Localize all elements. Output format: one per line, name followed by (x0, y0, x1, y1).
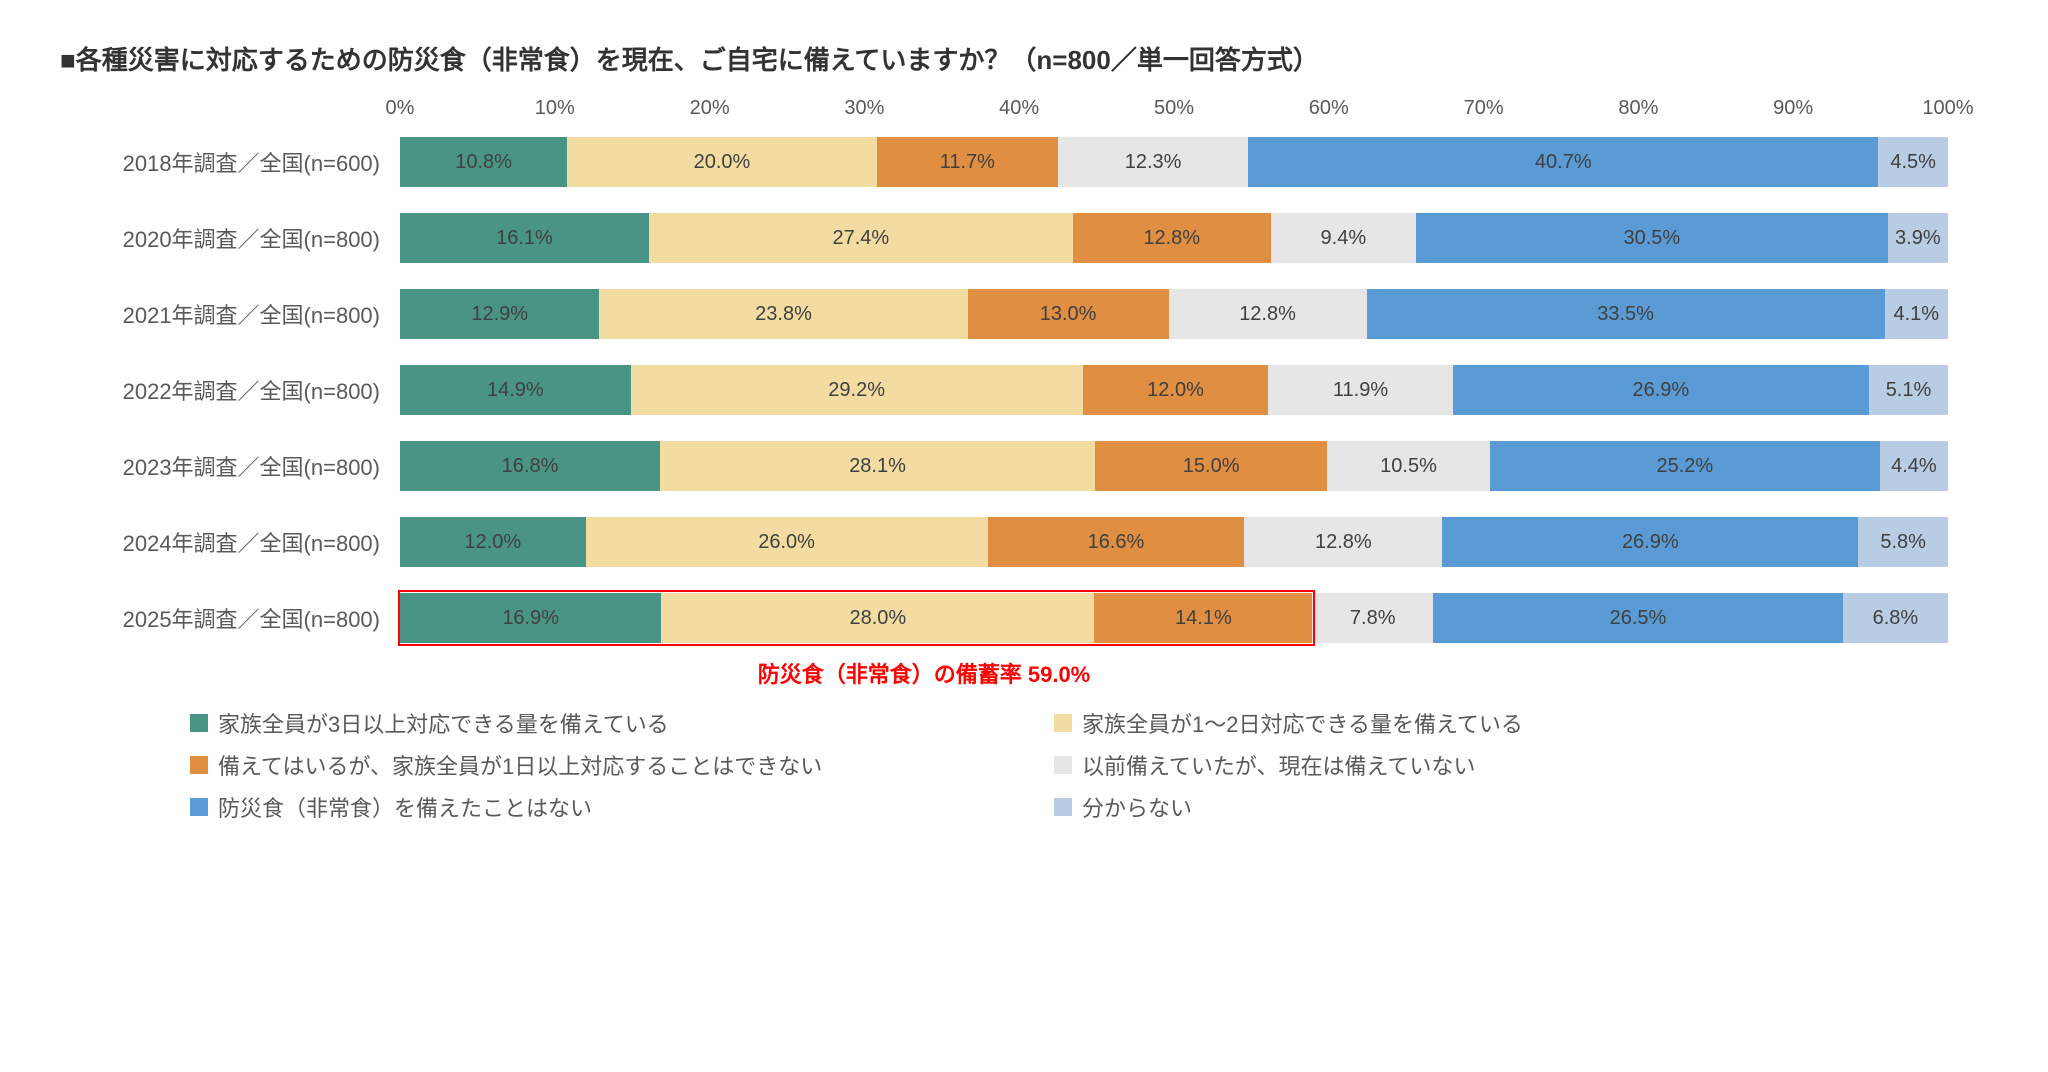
axis-tick: 100% (1922, 97, 1973, 120)
table-row: 2018年調査／全国(n=600)10.8%20.0%11.7%12.3%40.… (400, 135, 1948, 189)
row-label: 2023年調査／全国(n=800) (60, 450, 390, 482)
bar-segment: 13.0% (968, 289, 1169, 339)
legend-item: 家族全員が1～2日対応できる量を備えている (1054, 707, 1858, 739)
legend-label: 以前備えていたが、現在は備えていない (1082, 749, 1475, 781)
bar-segment: 16.6% (988, 517, 1245, 567)
x-axis: 0%10%20%30%40%50%60%70%80%90%100% (400, 97, 1948, 127)
row-label: 2020年調査／全国(n=800) (60, 222, 390, 254)
bar-segment: 26.5% (1433, 593, 1843, 643)
legend-swatch (1054, 756, 1072, 774)
axis-tick: 50% (1154, 97, 1194, 120)
bar-segment: 40.7% (1248, 137, 1878, 187)
bar-segment: 20.0% (567, 137, 877, 187)
bar-segment: 7.8% (1312, 593, 1433, 643)
legend-swatch (190, 714, 208, 732)
highlight-annotation: 防災食（非常食）の備蓄率 59.0% (0, 657, 1988, 689)
stacked-bar: 16.8%28.1%15.0%10.5%25.2%4.4% (400, 441, 1948, 491)
stacked-bar: 12.0%26.0%16.6%12.8%26.9%5.8% (400, 517, 1948, 567)
legend-swatch (190, 756, 208, 774)
bar-segment: 23.8% (599, 289, 967, 339)
bar-segment: 27.4% (649, 213, 1073, 263)
bar-segment: 5.1% (1869, 365, 1948, 415)
bar-segment: 6.8% (1843, 593, 1948, 643)
legend-swatch (190, 798, 208, 816)
bar-segment: 10.8% (400, 137, 567, 187)
bar-segment: 16.9% (400, 593, 661, 643)
bar-segment: 11.7% (877, 137, 1058, 187)
legend-label: 備えてはいるが、家族全員が1日以上対応することはできない (218, 749, 822, 781)
axis-tick: 30% (844, 97, 884, 120)
table-row: 2022年調査／全国(n=800)14.9%29.2%12.0%11.9%26.… (400, 363, 1948, 417)
bar-segment: 14.9% (400, 365, 631, 415)
stacked-bar: 12.9%23.8%13.0%12.8%33.5%4.1% (400, 289, 1948, 339)
stacked-bar: 14.9%29.2%12.0%11.9%26.9%5.1% (400, 365, 1948, 415)
bar-segment: 10.5% (1327, 441, 1490, 491)
legend-swatch (1054, 798, 1072, 816)
bar-segment: 28.1% (660, 441, 1095, 491)
stacked-bar: 10.8%20.0%11.7%12.3%40.7%4.5% (400, 137, 1948, 187)
bar-segment: 12.8% (1073, 213, 1271, 263)
table-row: 2020年調査／全国(n=800)16.1%27.4%12.8%9.4%30.5… (400, 211, 1948, 265)
bar-segment: 29.2% (631, 365, 1083, 415)
bar-segment: 25.2% (1490, 441, 1880, 491)
legend-item: 家族全員が3日以上対応できる量を備えている (190, 707, 994, 739)
axis-tick: 90% (1773, 97, 1813, 120)
table-row: 2025年調査／全国(n=800)16.9%28.0%14.1%7.8%26.5… (400, 591, 1948, 645)
chart-area: 0%10%20%30%40%50%60%70%80%90%100% 2018年調… (400, 97, 1948, 645)
axis-tick: 20% (690, 97, 730, 120)
bar-segment: 12.0% (400, 517, 586, 567)
chart-title: ■各種災害に対応するための防災食（非常食）を現在、ご自宅に備えていますか？（n=… (60, 40, 1988, 77)
bar-segment: 26.9% (1453, 365, 1869, 415)
bar-segment: 4.5% (1878, 137, 1948, 187)
legend-label: 家族全員が3日以上対応できる量を備えている (218, 707, 669, 739)
bar-segment: 14.1% (1094, 593, 1312, 643)
bar-segment: 28.0% (661, 593, 1094, 643)
legend-item: 備えてはいるが、家族全員が1日以上対応することはできない (190, 749, 994, 781)
legend-item: 防災食（非常食）を備えたことはない (190, 791, 994, 823)
legend-item: 以前備えていたが、現在は備えていない (1054, 749, 1858, 781)
bar-segment: 4.4% (1880, 441, 1948, 491)
row-label: 2024年調査／全国(n=800) (60, 526, 390, 558)
legend-label: 防災食（非常食）を備えたことはない (218, 791, 592, 823)
bar-segment: 26.9% (1442, 517, 1858, 567)
bar-segment: 5.8% (1858, 517, 1948, 567)
legend-item: 分からない (1054, 791, 1858, 823)
legend-label: 家族全員が1～2日対応できる量を備えている (1082, 707, 1523, 739)
bar-segment: 12.3% (1058, 137, 1248, 187)
bar-segment: 12.0% (1083, 365, 1269, 415)
bar-segment: 30.5% (1416, 213, 1888, 263)
bar-segment: 33.5% (1367, 289, 1885, 339)
chart-rows: 2018年調査／全国(n=600)10.8%20.0%11.7%12.3%40.… (400, 135, 1948, 645)
bar-segment: 4.1% (1885, 289, 1948, 339)
stacked-bar: 16.9%28.0%14.1%7.8%26.5%6.8% (400, 593, 1948, 643)
table-row: 2021年調査／全国(n=800)12.9%23.8%13.0%12.8%33.… (400, 287, 1948, 341)
axis-tick: 70% (1464, 97, 1504, 120)
bar-segment: 12.8% (1169, 289, 1367, 339)
legend-swatch (1054, 714, 1072, 732)
row-label: 2021年調査／全国(n=800) (60, 298, 390, 330)
bar-segment: 16.1% (400, 213, 649, 263)
stacked-bar: 16.1%27.4%12.8%9.4%30.5%3.9% (400, 213, 1948, 263)
bar-segment: 11.9% (1268, 365, 1452, 415)
row-label: 2018年調査／全国(n=600) (60, 146, 390, 178)
row-label: 2025年調査／全国(n=800) (60, 602, 390, 634)
legend-label: 分からない (1082, 791, 1192, 823)
bar-segment: 15.0% (1095, 441, 1327, 491)
bar-segment: 12.8% (1244, 517, 1442, 567)
axis-tick: 10% (535, 97, 575, 120)
bar-segment: 16.8% (400, 441, 660, 491)
bar-segment: 26.0% (586, 517, 988, 567)
axis-tick: 60% (1309, 97, 1349, 120)
table-row: 2023年調査／全国(n=800)16.8%28.1%15.0%10.5%25.… (400, 439, 1948, 493)
table-row: 2024年調査／全国(n=800)12.0%26.0%16.6%12.8%26.… (400, 515, 1948, 569)
axis-tick: 40% (999, 97, 1039, 120)
bar-segment: 3.9% (1888, 213, 1948, 263)
axis-tick: 80% (1618, 97, 1658, 120)
bar-segment: 9.4% (1271, 213, 1416, 263)
legend: 家族全員が3日以上対応できる量を備えている 家族全員が1～2日対応できる量を備えて… (190, 707, 1858, 823)
axis-tick: 0% (386, 97, 415, 120)
row-label: 2022年調査／全国(n=800) (60, 374, 390, 406)
bar-segment: 12.9% (400, 289, 599, 339)
